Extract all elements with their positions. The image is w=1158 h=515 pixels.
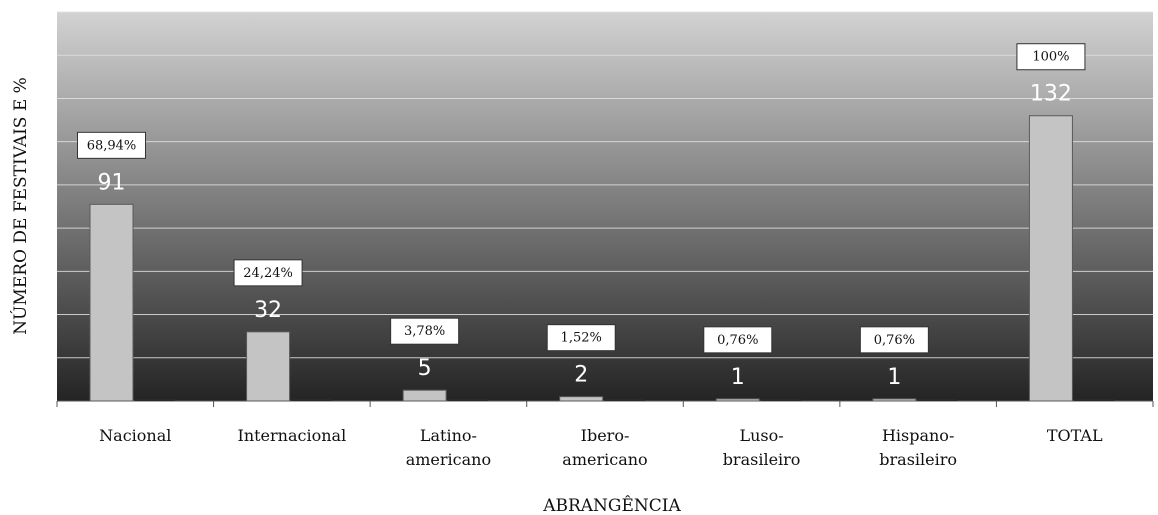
percent-label: 68,94%	[87, 138, 137, 153]
percent-label: 0,76%	[874, 333, 915, 348]
x-axis-title: ABRANGÊNCIA	[542, 495, 681, 515]
value-label: 91	[98, 170, 126, 195]
percent-box	[859, 326, 929, 354]
category-label: Internacional	[238, 426, 347, 445]
bar	[715, 398, 760, 402]
percent-label: 0,76%	[717, 333, 758, 348]
percent-box	[703, 326, 773, 354]
value-label: 32	[254, 298, 282, 323]
value-label: 2	[574, 363, 588, 388]
bars	[89, 115, 1115, 402]
bar	[872, 398, 917, 402]
value-label: 1	[731, 365, 745, 390]
shadow-bar	[1074, 399, 1115, 401]
category-label: Hispano-brasileiro	[879, 426, 957, 469]
percent-box	[390, 317, 460, 345]
shadow-bar	[135, 399, 175, 401]
category-label: Luso-brasileiro	[723, 426, 801, 469]
percent-box	[233, 259, 303, 287]
bar	[89, 203, 134, 402]
y-axis-title: NÚMERO DE FESTIVAIS E %	[10, 77, 31, 335]
shadow-bar	[604, 399, 645, 401]
category-label: Nacional	[99, 426, 171, 445]
category-label: Latino-americano	[406, 426, 491, 469]
bar	[402, 389, 447, 402]
shadow-bar	[761, 399, 802, 401]
category-labels: Nacional Internacional Latino-americano Ibe…	[99, 426, 1103, 469]
bar	[559, 396, 604, 402]
shadow-bar	[448, 399, 489, 401]
data-labels: 91 68,94% 32 24,24% 5 3,78% 2 1,52% 1 0,76% 1 0,76%…	[77, 43, 1086, 390]
bar	[1028, 115, 1073, 402]
percent-label: 24,24%	[243, 266, 293, 281]
percent-label: 3,78%	[404, 324, 445, 339]
shadow-bar	[291, 399, 332, 401]
percent-box	[1016, 43, 1086, 71]
value-label: 5	[418, 356, 432, 381]
category-label: TOTAL	[1047, 426, 1103, 445]
value-label: 1	[887, 365, 901, 390]
value-label: 132	[1030, 82, 1072, 107]
percent-box	[77, 131, 146, 159]
percent-label: 100%	[1032, 50, 1069, 65]
x-axis-ticks	[56, 401, 1154, 407]
percent-label: 1,52%	[561, 331, 602, 346]
bar	[246, 331, 291, 402]
percent-box	[546, 324, 616, 352]
shadow-bar	[917, 399, 958, 401]
category-label: Ibero-americano	[562, 426, 647, 469]
